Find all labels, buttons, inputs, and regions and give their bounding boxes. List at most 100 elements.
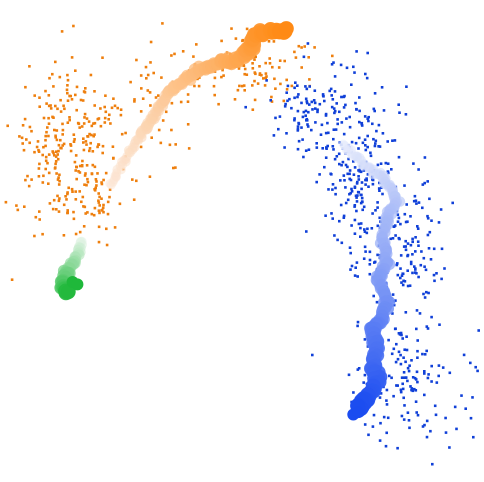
scatter-point — [59, 138, 62, 142]
scatter-point — [352, 391, 355, 394]
scatter-point — [362, 205, 366, 209]
scatter-point — [395, 263, 399, 267]
scatter-point — [35, 145, 39, 149]
scatter-point — [315, 146, 319, 149]
scatter-point — [86, 211, 89, 214]
scatter-point — [129, 80, 132, 84]
scatter-point — [135, 179, 138, 183]
scatter-point — [107, 118, 110, 121]
scatter-point — [421, 206, 424, 210]
scatter-point — [111, 145, 115, 148]
scatter-point — [293, 117, 296, 120]
scatter-point — [399, 222, 402, 226]
scatter-point — [197, 84, 201, 88]
scatter-point — [411, 271, 414, 275]
scatter-point — [83, 116, 86, 119]
scatter-point — [54, 160, 58, 163]
scatter-point — [389, 237, 392, 241]
scatter-point — [179, 100, 183, 104]
scatter-point — [96, 117, 100, 121]
scatter-point — [366, 227, 369, 231]
scatter-point — [157, 94, 160, 97]
scatter-point — [294, 56, 298, 59]
scatter-point — [297, 44, 301, 48]
scatter-point — [320, 123, 324, 127]
scatter-point — [372, 294, 375, 298]
scatter-point — [124, 131, 127, 135]
scatter-point — [379, 421, 382, 425]
scatter-point — [170, 101, 174, 105]
scatter-point — [399, 390, 403, 394]
scatter-point — [112, 97, 115, 100]
scatter-point — [173, 52, 176, 56]
scatter-point — [174, 166, 177, 169]
scatter-point — [4, 200, 8, 204]
scatter-point — [355, 50, 358, 53]
scatter-point — [362, 381, 365, 384]
scatter-point — [80, 200, 83, 204]
scatter-point — [57, 199, 61, 203]
scatter-point — [373, 261, 376, 264]
scatter-point — [402, 356, 405, 359]
scatter-point — [290, 84, 294, 88]
scatter-point — [368, 272, 372, 276]
scatter-point — [359, 193, 363, 197]
scatter-point — [384, 161, 388, 165]
scatter-point — [103, 105, 106, 109]
scatter-point — [103, 116, 107, 120]
scatter-point — [28, 65, 31, 68]
scatter-point — [335, 102, 338, 105]
scatter-point — [174, 143, 177, 146]
scatter-point — [358, 168, 362, 172]
scatter-point — [360, 181, 364, 184]
scatter-point — [304, 85, 307, 88]
scatter-point — [98, 204, 101, 207]
scatter-point — [265, 75, 268, 78]
scatter-point — [113, 104, 117, 108]
scatter-point — [350, 140, 354, 144]
scatter-point — [413, 194, 417, 198]
scatter-point — [243, 89, 246, 92]
scatter-point — [296, 147, 300, 151]
scatter-point — [424, 268, 428, 272]
scatter-point — [406, 220, 409, 223]
scatter-point — [33, 234, 36, 238]
scatter-point — [56, 107, 59, 111]
scatter-point — [339, 203, 343, 207]
scatter-point — [396, 262, 399, 265]
scatter-point — [95, 180, 98, 183]
scatter-point — [396, 273, 400, 277]
scatter-point — [321, 147, 324, 150]
scatter-point — [376, 201, 379, 204]
scatter-point — [368, 263, 372, 266]
scatter-point — [66, 73, 69, 77]
scatter-point — [397, 103, 400, 106]
scatter-point — [278, 59, 282, 62]
scatter-point — [326, 144, 329, 148]
scatter-point — [96, 145, 99, 149]
scatter-point — [355, 200, 359, 203]
scatter-point — [337, 152, 341, 156]
scatter-point — [187, 147, 191, 150]
scatter-point — [45, 130, 48, 134]
scatter-point — [400, 274, 404, 277]
scatter-point — [353, 71, 356, 74]
scatter-point — [258, 65, 261, 68]
scatter-point — [193, 84, 196, 88]
scatter-point — [415, 272, 418, 275]
scatter-point — [385, 388, 389, 392]
scatter-point — [98, 195, 101, 199]
scatter-point — [105, 243, 109, 247]
scatter-point — [356, 324, 359, 328]
scatter-point — [350, 224, 353, 227]
scatter-point — [396, 213, 400, 216]
scatter-point — [254, 72, 257, 76]
scatter-point — [85, 117, 89, 120]
scatter-point — [82, 137, 85, 140]
scatter-point — [139, 74, 143, 77]
scatter-point — [327, 131, 330, 135]
scatter-point — [387, 338, 390, 342]
scatter-point — [349, 268, 352, 271]
scatter-point — [312, 99, 316, 102]
scatter-point — [195, 43, 198, 46]
